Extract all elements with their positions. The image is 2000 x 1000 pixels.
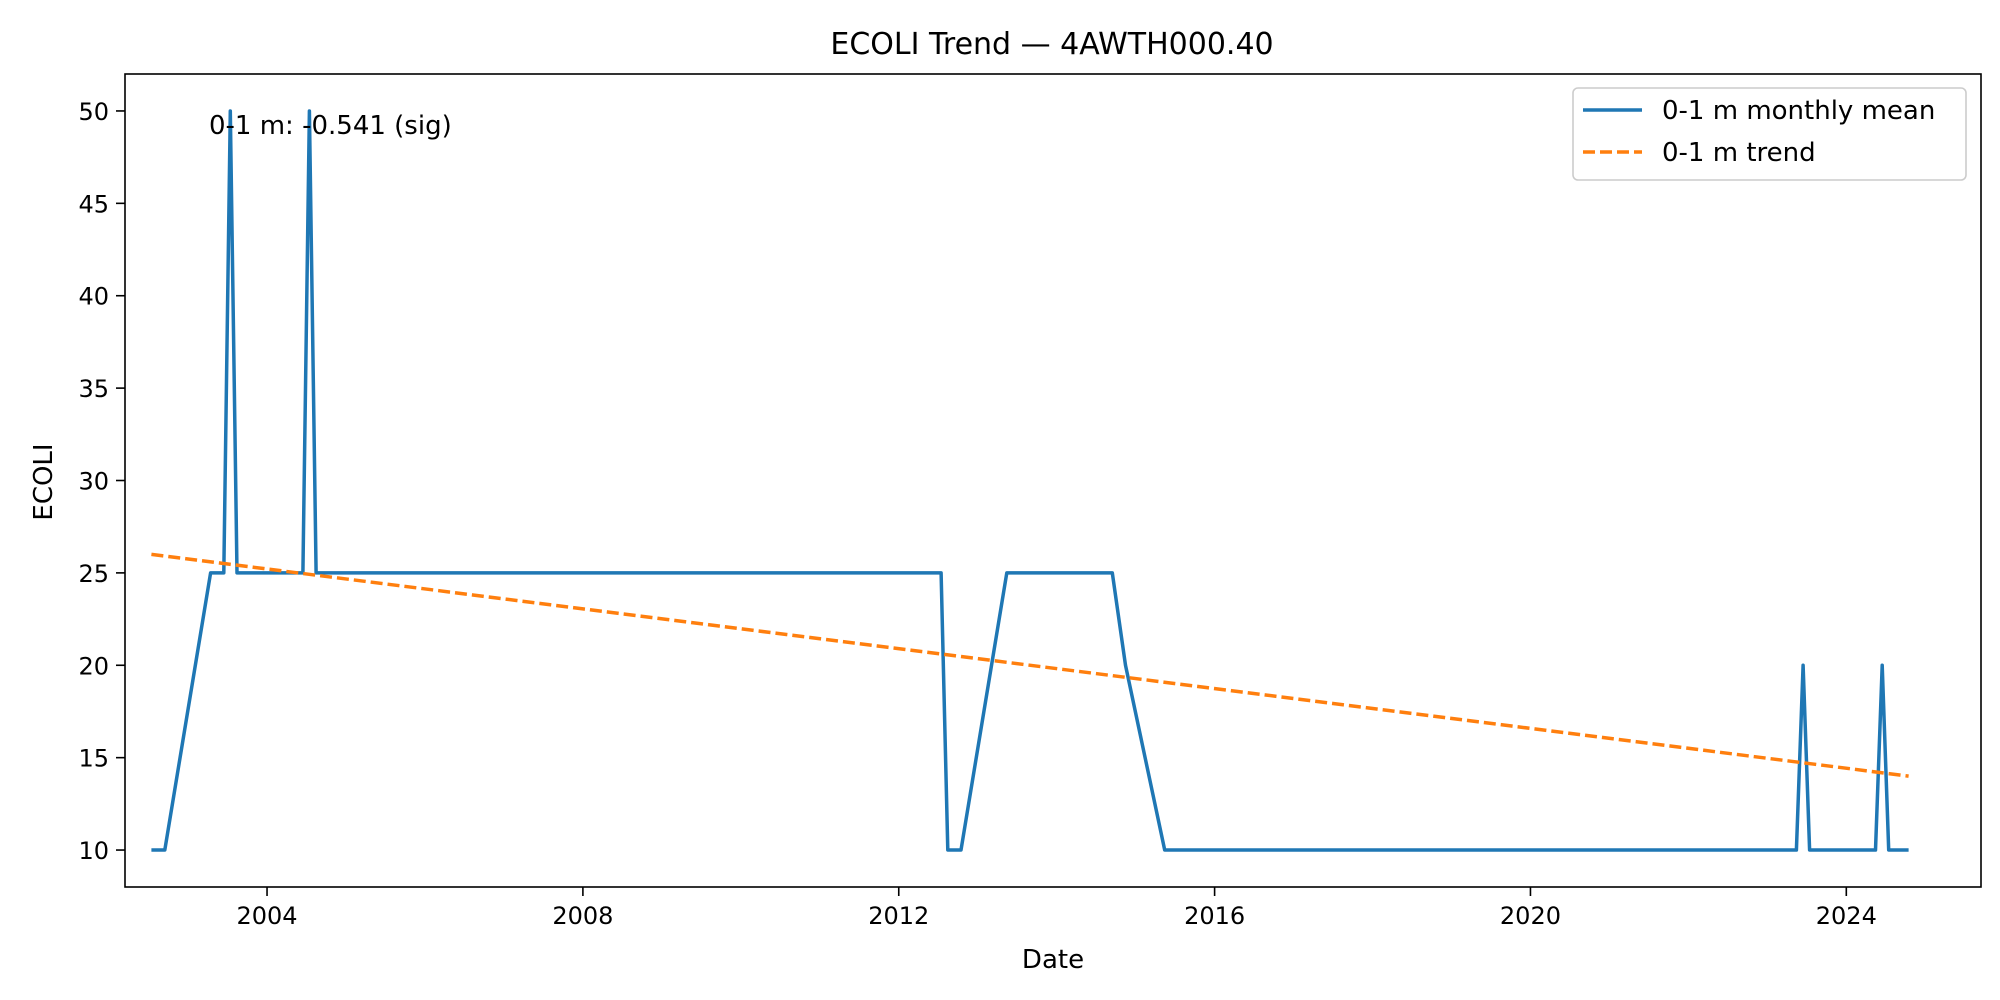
legend: 0-1 m monthly mean 0-1 m trend (1572, 87, 1967, 181)
y-tick-label: 35 (78, 375, 109, 403)
series-trend (151, 552, 1909, 778)
x-axis: 2004 2008 2012 2016 2020 2024 (236, 887, 1877, 930)
y-tick-label: 10 (78, 837, 109, 865)
legend-label-trend: 0-1 m trend (1662, 138, 1816, 168)
monthly-mean-line (151, 109, 1909, 852)
x-tick-label: 2008 (552, 902, 613, 930)
y-tick-label: 15 (78, 745, 109, 773)
x-tick-label: 2004 (236, 902, 297, 930)
series-layer (151, 109, 1909, 852)
y-tick-label: 25 (78, 560, 109, 588)
y-tick-label: 30 (78, 468, 109, 496)
x-tick-label: 2012 (868, 902, 929, 930)
y-tick-label: 45 (78, 190, 109, 218)
x-tick-label: 2024 (1816, 902, 1877, 930)
trend-slope-annotation: 0-1 m: -0.541 (sig) (209, 111, 452, 141)
y-tick-label: 50 (78, 98, 109, 126)
y-tick-label: 40 (78, 283, 109, 311)
y-axis: 10 15 20 25 30 35 40 45 50 (78, 98, 125, 865)
trend-line (151, 552, 1909, 778)
x-tick-label: 2020 (1500, 902, 1561, 930)
y-tick-label: 20 (78, 652, 109, 680)
x-axis-label: Date (1022, 945, 1084, 975)
chart-title: ECOLI Trend — 4AWTH000.40 (830, 27, 1273, 62)
series-monthly-mean (151, 109, 1909, 852)
y-axis-label: ECOLI (29, 443, 59, 520)
legend-box (1572, 87, 1967, 181)
x-tick-label: 2016 (1184, 902, 1245, 930)
legend-label-monthly-mean: 0-1 m monthly mean (1662, 96, 1935, 126)
